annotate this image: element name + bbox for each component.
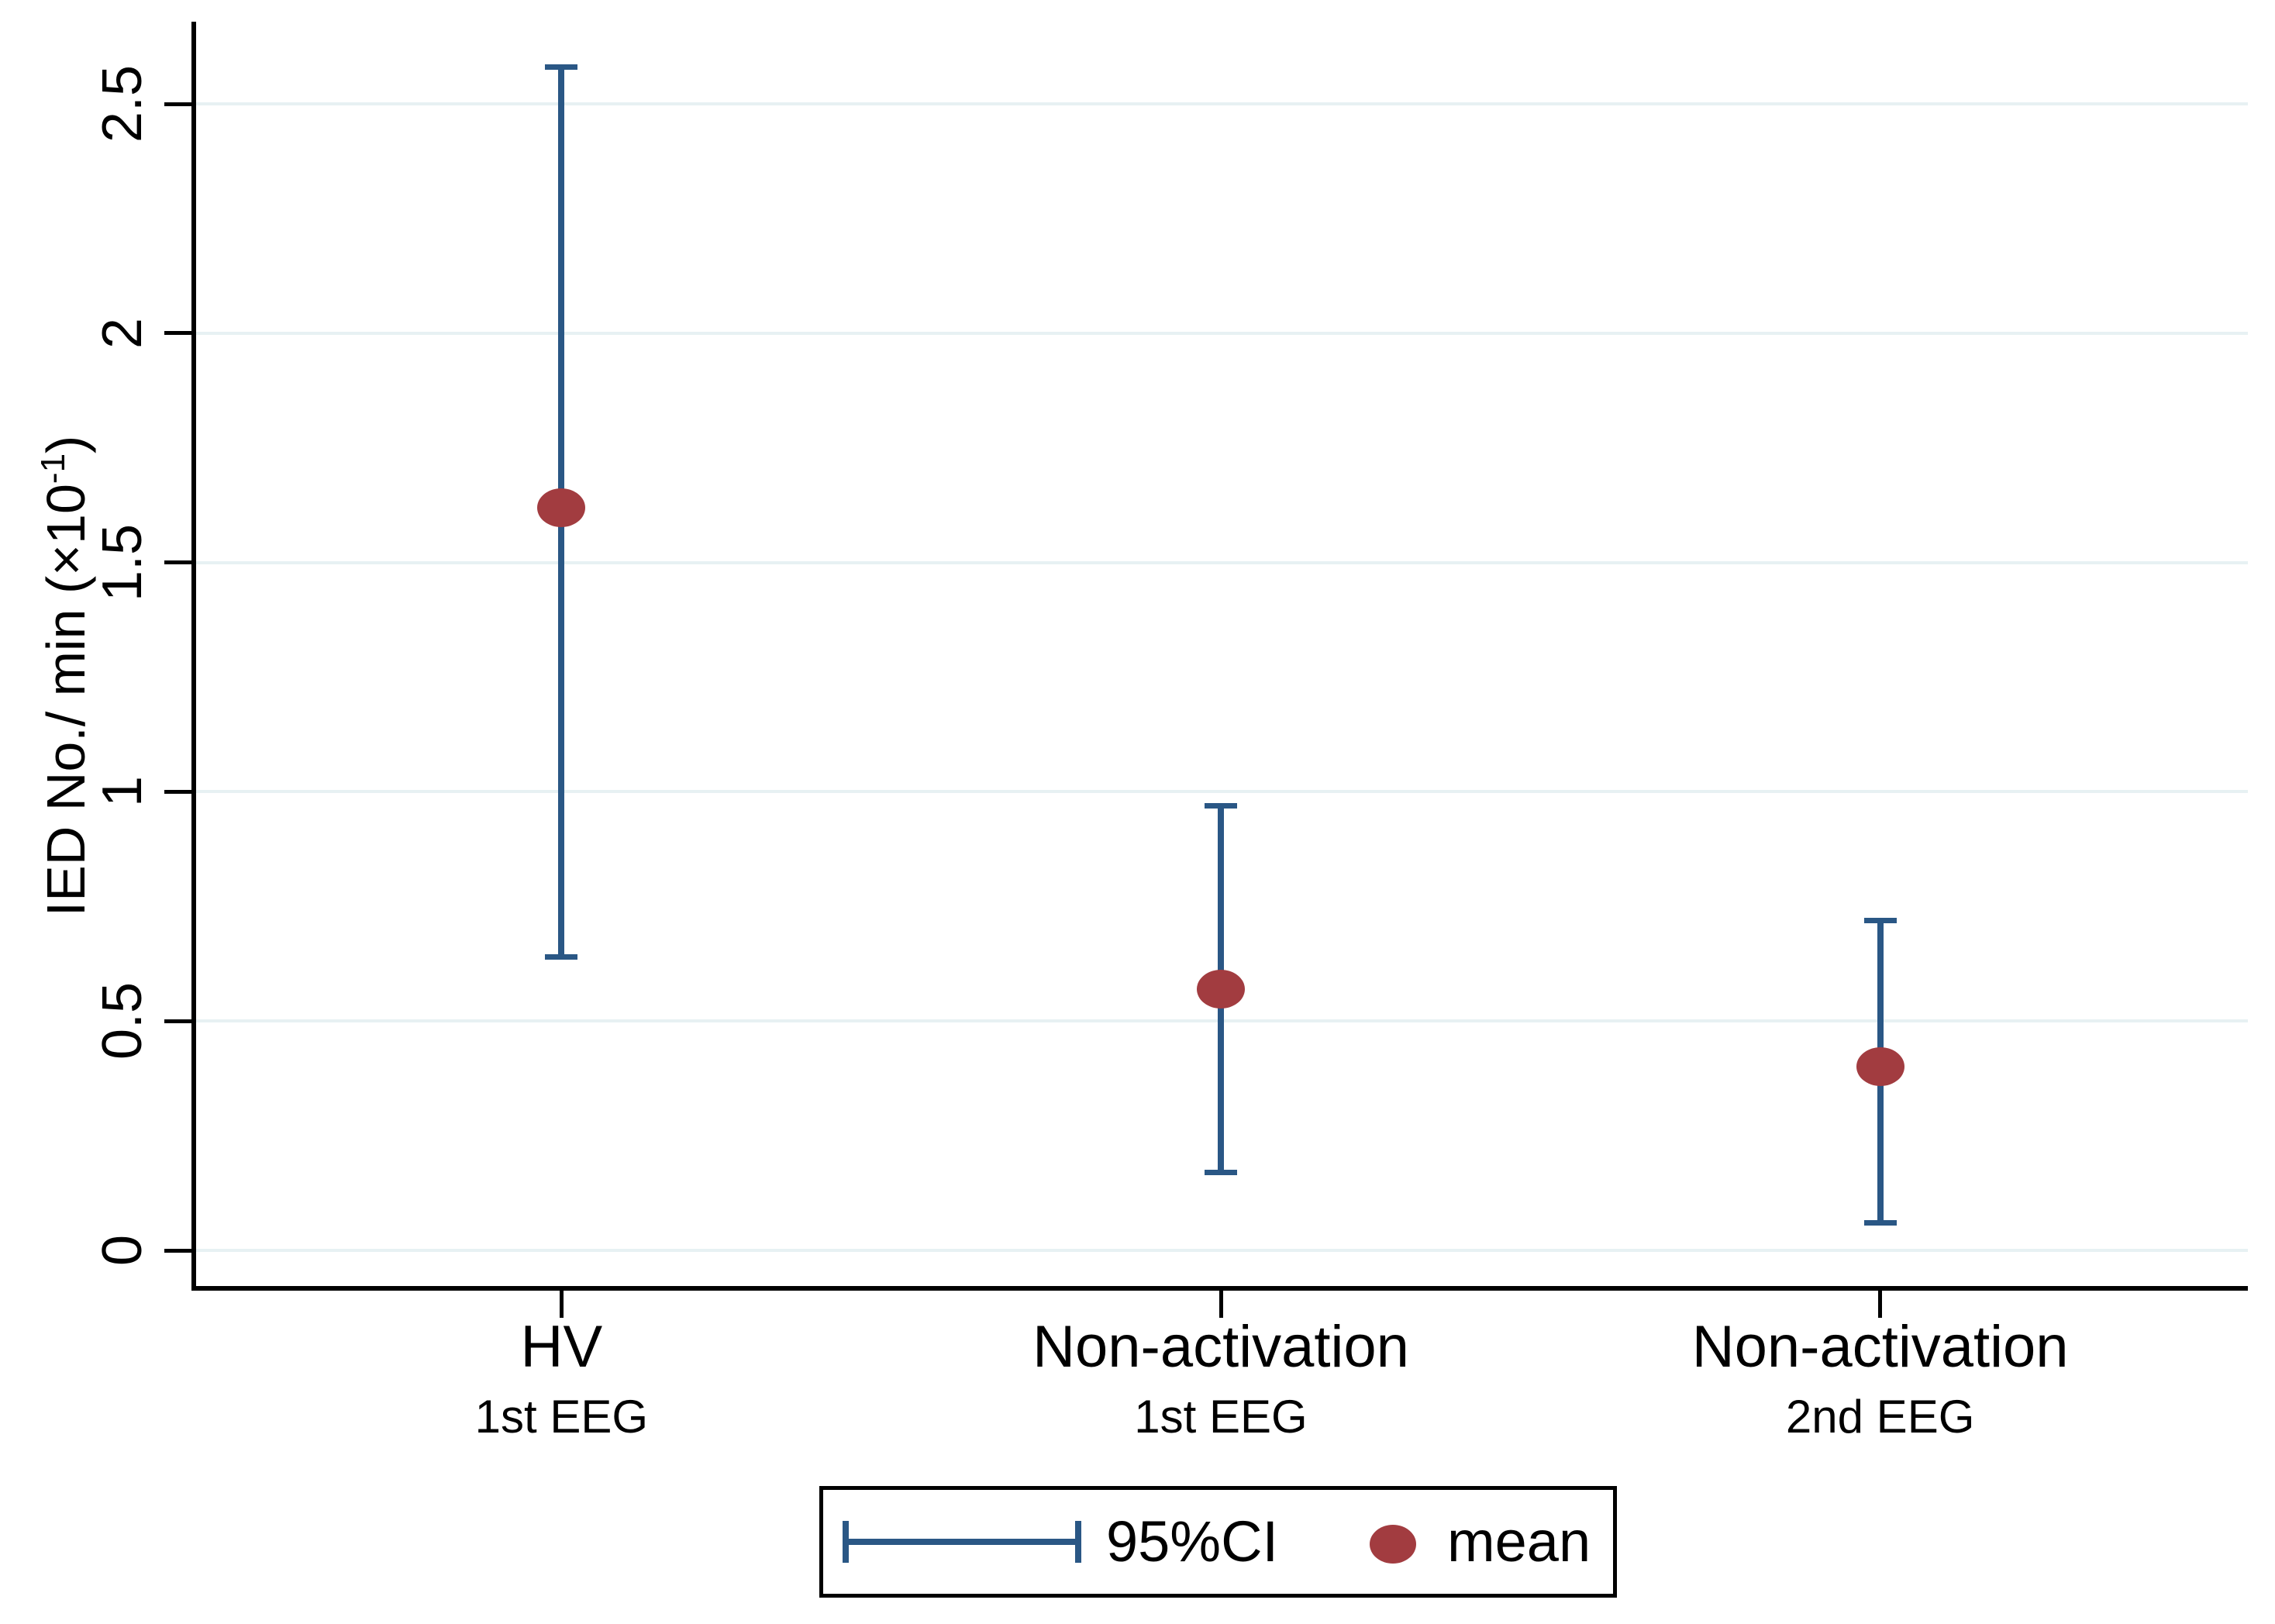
category-sublabel: 1st EEG bbox=[1134, 1391, 1308, 1443]
x-tick bbox=[559, 1288, 564, 1318]
y-tick bbox=[164, 1248, 192, 1253]
legend-ci-label: 95%CI bbox=[1106, 1509, 1279, 1574]
gridline bbox=[196, 102, 2248, 105]
ci-cap-top bbox=[1205, 802, 1237, 809]
x-tick bbox=[1219, 1288, 1223, 1318]
category-label: HV bbox=[520, 1314, 603, 1380]
mean-dot-icon bbox=[1370, 1525, 1416, 1564]
ci-errorbar-icon-right-cap bbox=[1075, 1521, 1081, 1563]
y-tick bbox=[164, 1019, 192, 1023]
category-label: Non-activation bbox=[1032, 1314, 1409, 1380]
category-sublabel: 1st EEG bbox=[474, 1391, 649, 1443]
ci-errorbar-icon bbox=[843, 1490, 1081, 1594]
y-tick bbox=[164, 789, 192, 794]
y-tick bbox=[164, 331, 192, 336]
gridline bbox=[196, 560, 2248, 564]
y-tick bbox=[164, 102, 192, 106]
legend-box: 95%CI mean bbox=[819, 1486, 1617, 1598]
category-sublabel: 2nd EEG bbox=[1785, 1391, 1975, 1443]
mean-dot bbox=[1197, 969, 1245, 1009]
gridline bbox=[196, 1249, 2248, 1252]
mean-dot bbox=[1856, 1047, 1904, 1087]
x-tick bbox=[1878, 1288, 1883, 1318]
ci-cap-bottom bbox=[1205, 1169, 1237, 1175]
mean-dot bbox=[537, 488, 586, 527]
ci-errorbar-icon-line bbox=[846, 1539, 1078, 1545]
ci-cap-bottom bbox=[1863, 1220, 1897, 1226]
gridline bbox=[196, 790, 2248, 794]
y-tick bbox=[164, 560, 192, 565]
gridline bbox=[196, 331, 2248, 335]
category-label: Non-activation bbox=[1691, 1314, 2069, 1380]
ci-cap-top bbox=[545, 64, 578, 71]
legend-mean-label: mean bbox=[1447, 1509, 1591, 1574]
ci-cap-top bbox=[1863, 917, 1897, 923]
ci-cap-bottom bbox=[545, 953, 578, 960]
